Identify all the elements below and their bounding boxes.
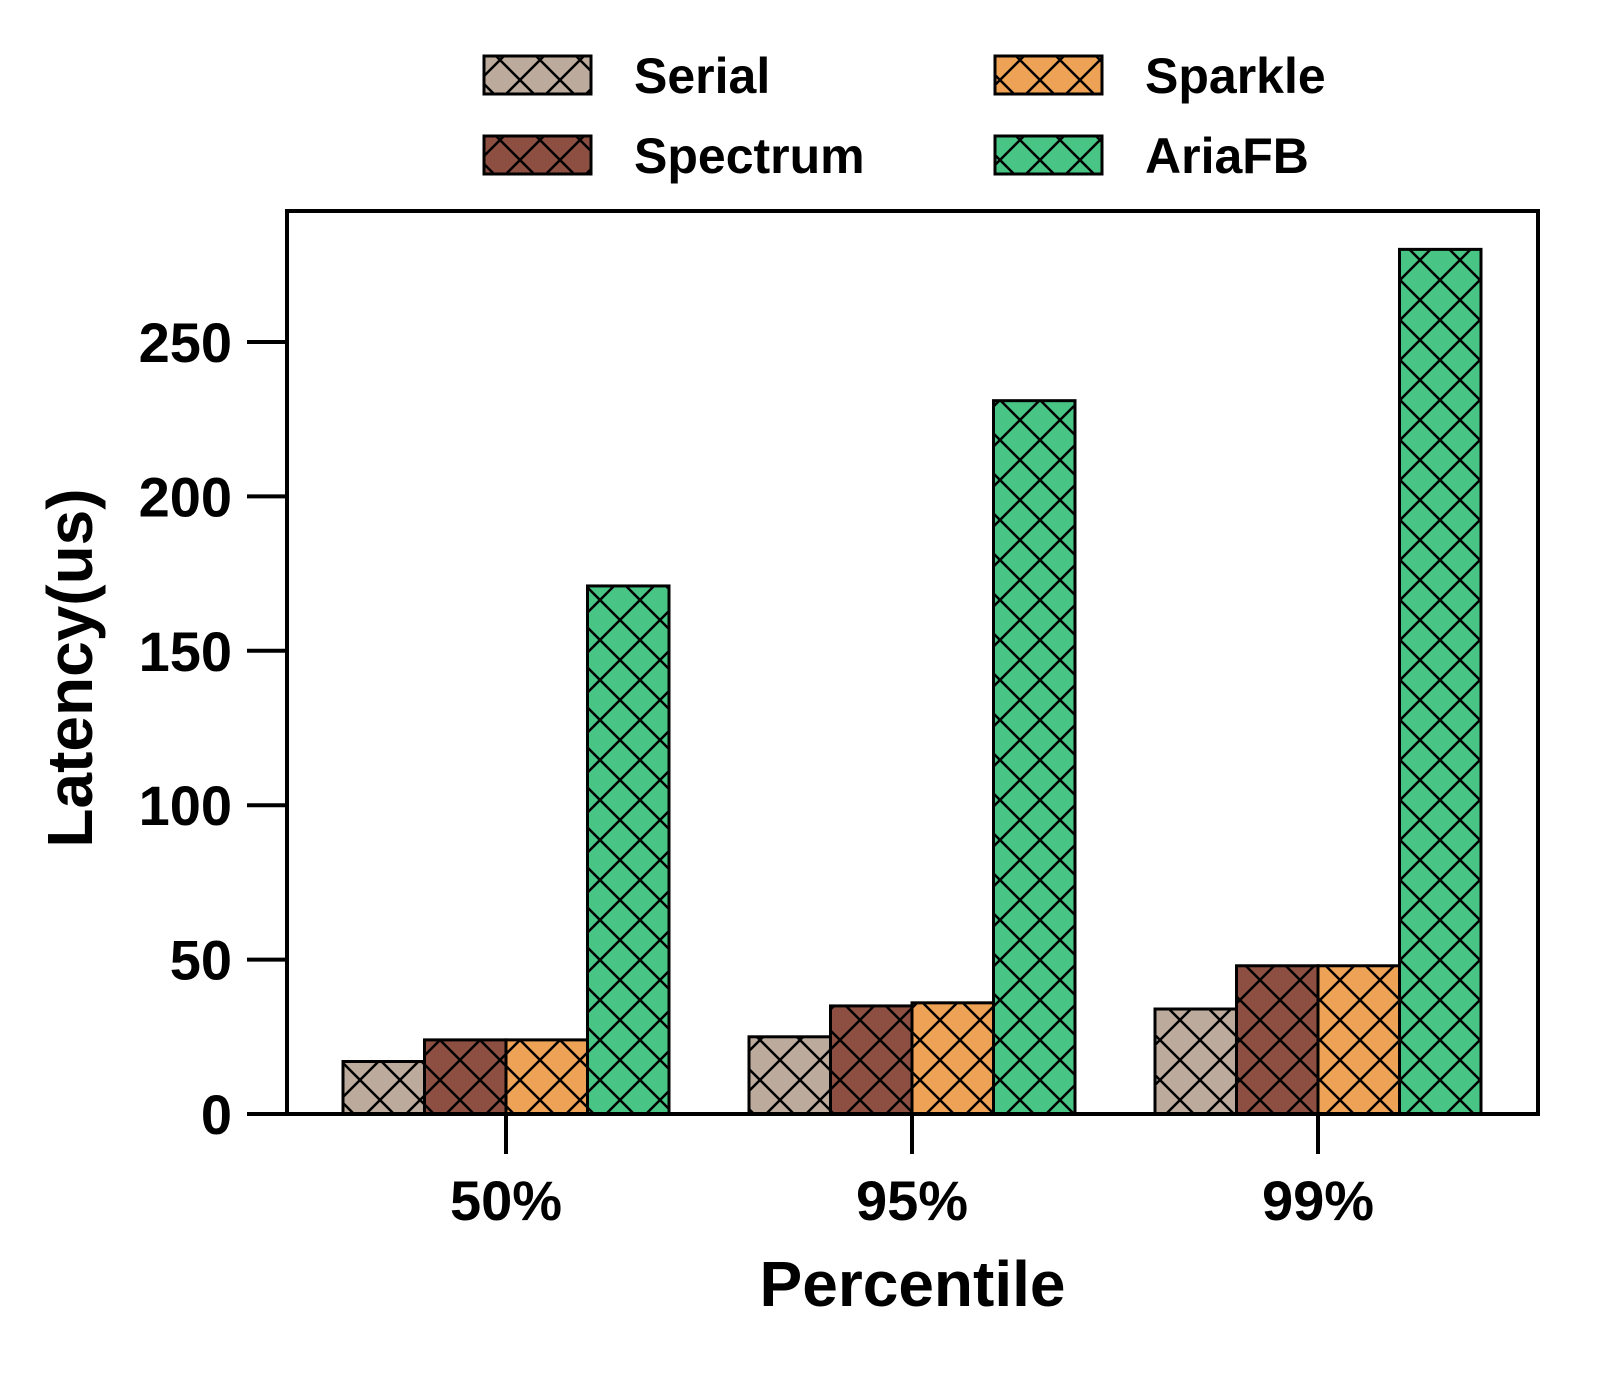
legend-label: Serial	[634, 48, 770, 104]
x-tick-label: 50%	[450, 1169, 562, 1232]
y-tick-label: 0	[201, 1083, 232, 1146]
y-axis-title: Latency(us)	[34, 488, 106, 847]
legend-item-serial: Serial	[482, 48, 770, 104]
y-tick-label: 200	[139, 465, 232, 528]
bar-spectrum-99	[1235, 964, 1320, 1116]
bar-spectrum-95	[829, 1004, 914, 1116]
legend: Serial Spectrum Sparkle AriaFB	[482, 48, 1326, 184]
x-tick-label: 99%	[1262, 1169, 1374, 1232]
bar-serial-99	[1153, 1007, 1238, 1116]
bar-sparkle-95	[910, 1001, 995, 1116]
bars	[341, 247, 1483, 1116]
bar-ariafb-50	[586, 584, 671, 1116]
legend-item-spectrum: Spectrum	[482, 128, 865, 184]
bar-ariafb-99	[1398, 247, 1483, 1116]
bar-sparkle-50	[504, 1038, 589, 1116]
legend-swatch	[993, 134, 1104, 176]
legend-swatch	[482, 54, 593, 96]
x-tick-label: 95%	[856, 1169, 968, 1232]
bar-sparkle-99	[1316, 964, 1401, 1116]
bar-group-99	[1153, 247, 1483, 1116]
y-tick-label: 50	[170, 929, 232, 992]
x-axis-title: Percentile	[760, 1248, 1066, 1320]
legend-item-ariafb: AriaFB	[993, 128, 1309, 184]
bar-group-95	[747, 399, 1077, 1116]
bar-ariafb-95	[992, 399, 1077, 1116]
bar-serial-50	[341, 1060, 426, 1116]
x-axis: 50% 95% 99%	[450, 1114, 1374, 1232]
legend-label: Spectrum	[634, 128, 865, 184]
bar-serial-95	[747, 1035, 832, 1116]
y-tick-label: 150	[139, 620, 232, 683]
legend-swatch	[993, 54, 1104, 96]
y-tick-label: 250	[139, 311, 232, 374]
y-tick-label: 100	[139, 774, 232, 837]
y-axis: 0 50 100 150 200 250	[139, 311, 287, 1146]
legend-label: AriaFB	[1145, 128, 1309, 184]
legend-swatch	[482, 134, 593, 176]
legend-label: Sparkle	[1145, 48, 1326, 104]
bar-group-50	[341, 584, 671, 1116]
bar-spectrum-50	[423, 1038, 508, 1116]
legend-item-sparkle: Sparkle	[993, 48, 1326, 104]
